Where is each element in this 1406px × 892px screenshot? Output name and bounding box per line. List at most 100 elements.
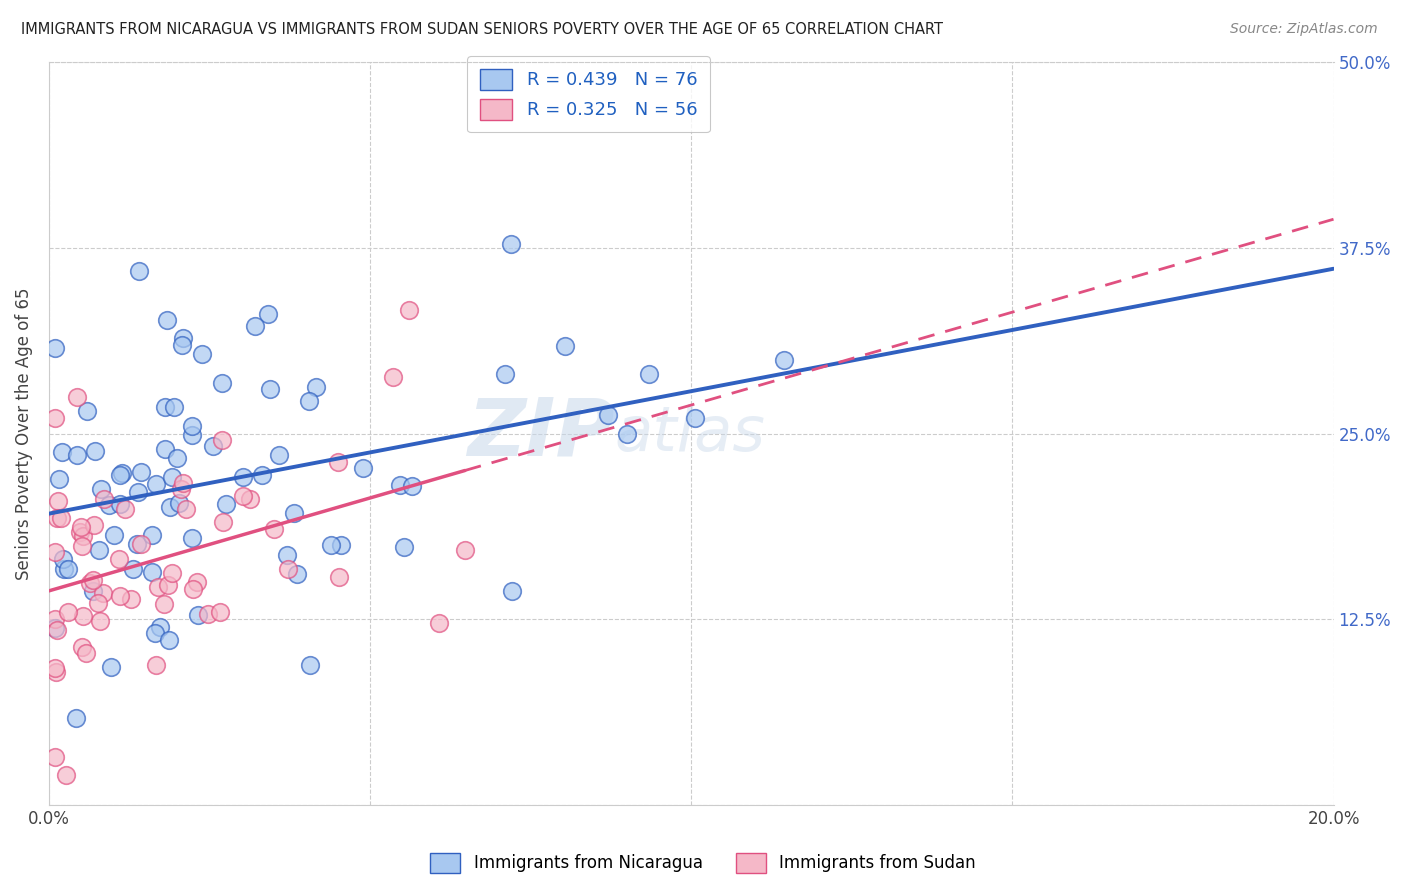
Point xyxy=(129,537,152,551)
Point xyxy=(267,448,290,462)
Point xyxy=(46,511,69,525)
Point xyxy=(55,768,77,782)
Point xyxy=(91,586,114,600)
Point xyxy=(65,448,87,462)
Point xyxy=(53,562,76,576)
Point xyxy=(172,331,194,345)
Point xyxy=(160,469,183,483)
Point xyxy=(153,442,176,457)
Point xyxy=(215,497,238,511)
Point xyxy=(187,608,209,623)
Point xyxy=(108,497,131,511)
Point xyxy=(93,491,115,506)
Point xyxy=(114,502,136,516)
Point xyxy=(82,573,104,587)
Point xyxy=(250,467,273,482)
Point xyxy=(162,566,184,581)
Text: Source: ZipAtlas.com: Source: ZipAtlas.com xyxy=(1230,22,1378,37)
Point xyxy=(72,529,94,543)
Point xyxy=(128,263,150,277)
Point xyxy=(382,370,405,384)
Text: IMMIGRANTS FROM NICARAGUA VS IMMIGRANTS FROM SUDAN SENIORS POVERTY OVER THE AGE : IMMIGRANTS FROM NICARAGUA VS IMMIGRANTS … xyxy=(21,22,943,37)
Point xyxy=(145,476,167,491)
Point xyxy=(596,409,619,423)
Point xyxy=(70,640,93,655)
Point xyxy=(169,482,191,496)
Point xyxy=(49,511,72,525)
Text: atlas: atlas xyxy=(614,403,765,464)
Point xyxy=(87,596,110,610)
Point xyxy=(637,367,659,381)
Point xyxy=(454,542,477,557)
Point xyxy=(616,427,638,442)
Point xyxy=(52,551,75,566)
Point xyxy=(48,472,70,486)
Point xyxy=(156,312,179,326)
Point xyxy=(352,461,374,475)
Point xyxy=(232,469,254,483)
Point xyxy=(70,520,93,534)
Point xyxy=(388,478,411,492)
Point xyxy=(46,493,69,508)
Point xyxy=(65,711,87,725)
Legend: R = 0.439   N = 76, R = 0.325   N = 56: R = 0.439 N = 76, R = 0.325 N = 56 xyxy=(467,56,710,132)
Point xyxy=(259,382,281,396)
Point xyxy=(319,538,342,552)
Point xyxy=(100,660,122,674)
Point xyxy=(44,750,66,764)
Point xyxy=(232,489,254,503)
Point xyxy=(181,419,204,434)
Point xyxy=(166,450,188,465)
Point xyxy=(83,518,105,533)
Point xyxy=(276,549,298,563)
Point xyxy=(239,492,262,507)
Point xyxy=(75,646,97,660)
Point xyxy=(201,439,224,453)
Point xyxy=(143,626,166,640)
Point xyxy=(157,632,180,647)
Point xyxy=(44,612,66,626)
Point xyxy=(131,465,153,479)
Point xyxy=(146,580,169,594)
Point xyxy=(163,400,186,414)
Point xyxy=(45,623,67,637)
Point xyxy=(44,621,66,635)
Point xyxy=(167,495,190,509)
Point xyxy=(683,410,706,425)
Point xyxy=(66,390,89,404)
Point xyxy=(69,524,91,539)
Point xyxy=(501,236,523,251)
Point xyxy=(211,376,233,391)
Point xyxy=(108,468,131,483)
Point xyxy=(70,539,93,553)
Point xyxy=(554,339,576,353)
Point xyxy=(501,583,523,598)
Point xyxy=(211,433,233,447)
Point xyxy=(263,522,285,536)
Point xyxy=(283,506,305,520)
Point xyxy=(44,661,66,675)
Y-axis label: Seniors Poverty Over the Age of 65: Seniors Poverty Over the Age of 65 xyxy=(15,287,32,580)
Point xyxy=(153,400,176,414)
Point xyxy=(121,562,143,576)
Point xyxy=(191,347,214,361)
Legend: Immigrants from Nicaragua, Immigrants from Sudan: Immigrants from Nicaragua, Immigrants fr… xyxy=(423,847,983,880)
Point xyxy=(494,368,516,382)
Point xyxy=(298,658,321,673)
Point xyxy=(298,394,321,409)
Point xyxy=(44,341,66,355)
Point xyxy=(401,479,423,493)
Point xyxy=(392,541,415,555)
Point xyxy=(76,404,98,418)
Point xyxy=(56,562,79,576)
Point xyxy=(305,380,328,394)
Point xyxy=(209,605,232,619)
Point xyxy=(398,303,420,318)
Point xyxy=(56,605,79,619)
Text: ZIP: ZIP xyxy=(467,394,614,473)
Point xyxy=(149,620,172,634)
Point xyxy=(141,565,163,579)
Point xyxy=(103,528,125,542)
Point xyxy=(211,516,233,530)
Point xyxy=(44,410,66,425)
